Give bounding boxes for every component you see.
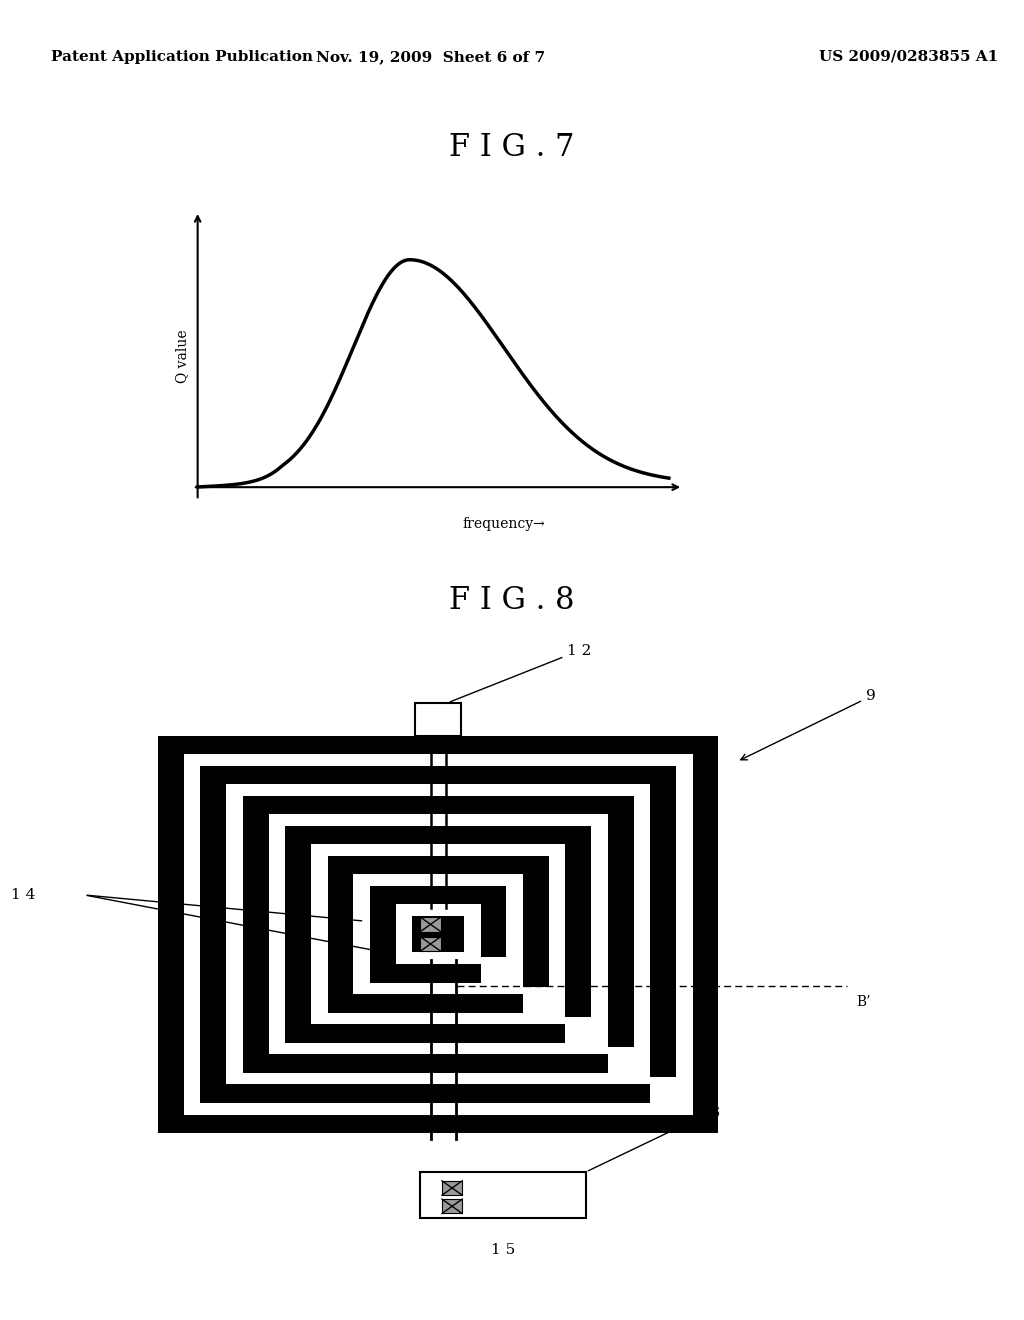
Bar	[184, 1102, 692, 1114]
Bar	[201, 784, 226, 1085]
Bar	[420, 1172, 586, 1218]
Bar	[523, 874, 549, 994]
Bar	[268, 1043, 608, 1055]
Bar	[692, 754, 719, 1114]
Bar	[286, 826, 591, 843]
Bar	[464, 916, 480, 953]
Bar	[311, 855, 328, 1012]
Text: 1 2: 1 2	[451, 644, 592, 702]
Bar	[353, 874, 523, 886]
Bar	[480, 957, 511, 982]
Bar	[158, 1114, 719, 1133]
Bar	[413, 916, 464, 953]
Bar	[226, 1073, 650, 1085]
Bar	[268, 814, 608, 826]
Bar	[480, 904, 507, 964]
Bar	[523, 987, 554, 1012]
Bar	[650, 784, 676, 1085]
Bar	[158, 735, 719, 754]
Bar	[328, 994, 549, 1012]
Text: Q value: Q value	[175, 329, 189, 383]
Bar	[243, 796, 634, 814]
Bar	[370, 904, 396, 964]
Bar	[311, 1012, 565, 1024]
Text: 9: 9	[740, 689, 876, 760]
Bar	[608, 1047, 638, 1073]
Bar	[201, 1085, 676, 1102]
Text: US 2009/0283855 A1: US 2009/0283855 A1	[819, 50, 998, 63]
Bar	[421, 917, 440, 932]
Bar	[370, 886, 507, 904]
Bar	[286, 1024, 591, 1043]
Bar	[396, 953, 480, 964]
Bar	[442, 1181, 462, 1195]
Bar	[328, 874, 353, 994]
Text: 1 5: 1 5	[490, 1243, 515, 1258]
Text: F I G . 8: F I G . 8	[450, 585, 574, 616]
Bar	[243, 814, 268, 1055]
Bar	[634, 796, 650, 1073]
Bar	[549, 855, 565, 1012]
Bar	[565, 843, 591, 1024]
Bar	[565, 1018, 596, 1043]
Bar	[226, 796, 243, 1073]
Bar	[396, 904, 480, 916]
Bar	[421, 937, 440, 952]
Bar	[353, 886, 370, 982]
Bar	[507, 886, 523, 982]
Bar	[201, 766, 676, 784]
Text: B’: B’	[857, 995, 871, 1008]
Bar	[353, 982, 523, 994]
Bar	[650, 1077, 681, 1102]
Text: 1 3: 1 3	[588, 1106, 721, 1171]
Bar	[243, 1055, 634, 1073]
Bar	[608, 814, 634, 1055]
Text: frequency→: frequency→	[463, 517, 546, 531]
Bar	[184, 754, 692, 766]
Bar	[676, 766, 692, 1102]
Text: F I G . 7: F I G . 7	[450, 132, 574, 164]
Bar	[370, 964, 507, 982]
Bar	[286, 843, 311, 1024]
Bar	[226, 784, 650, 796]
Text: 1 4: 1 4	[10, 888, 35, 902]
Bar	[416, 702, 461, 735]
Bar	[442, 1199, 462, 1213]
Bar	[328, 855, 549, 874]
Bar	[268, 826, 286, 1043]
Bar	[184, 766, 201, 1102]
Bar	[591, 826, 608, 1043]
Bar	[396, 916, 413, 953]
Text: Patent Application Publication: Patent Application Publication	[51, 50, 313, 63]
Text: B: B	[438, 995, 449, 1008]
Text: Nov. 19, 2009  Sheet 6 of 7: Nov. 19, 2009 Sheet 6 of 7	[315, 50, 545, 63]
Bar	[311, 843, 565, 855]
Bar	[158, 754, 184, 1114]
